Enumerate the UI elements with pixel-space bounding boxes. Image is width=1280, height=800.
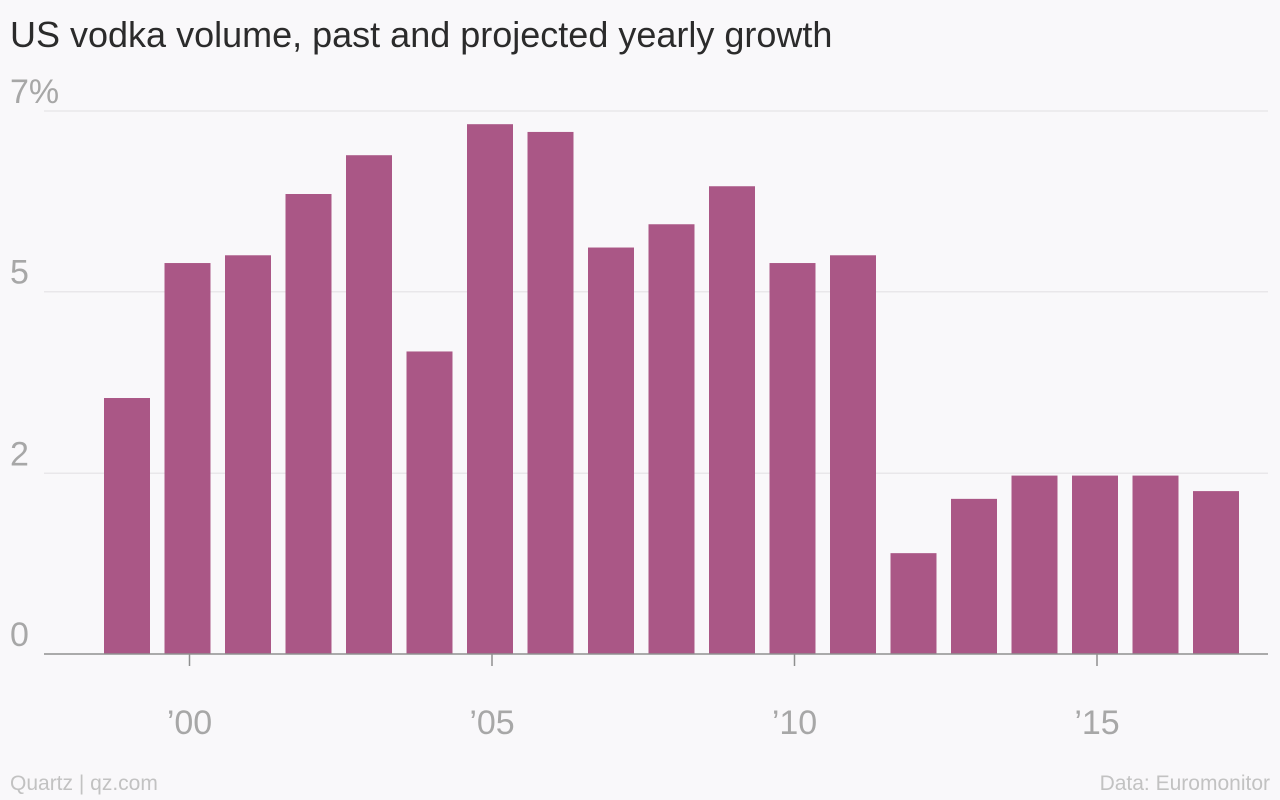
bar [164,263,211,654]
bar [1193,491,1239,654]
bar [1132,475,1179,654]
y-tick-label: 0 [10,616,29,654]
bar [467,124,513,655]
y-tick-label: 5 [10,254,29,292]
x-tick-label: ’15 [1074,704,1119,742]
data-source: Data: Euromonitor [1099,772,1270,795]
bar [527,131,574,655]
x-axis-tick-labels: ’00 ’05 ’10 ’15 [167,704,1120,742]
y-axis-tick-labels: 0 2 5 7% [10,73,59,654]
bar [225,255,271,655]
bar [648,224,695,655]
chart-title: US vodka volume, past and projected year… [10,14,833,55]
bar [346,155,392,655]
x-tick-label: ’05 [469,704,514,742]
bar [406,351,453,654]
bar [1011,475,1058,654]
x-tick-label: ’10 [772,704,817,742]
bar [830,255,876,655]
bars [104,124,1239,655]
bar [709,186,755,654]
bar [1072,475,1118,654]
bar [951,498,997,654]
x-tick-label: ’00 [167,704,212,742]
bar [769,263,816,654]
bar [104,398,150,654]
bar [588,247,634,655]
y-tick-label: 2 [10,435,29,473]
x-axis [44,653,1268,666]
y-tick-label: 7% [10,73,59,111]
bar [285,194,332,654]
publisher-credit: Quartz | qz.com [10,772,158,795]
bar [890,553,937,654]
